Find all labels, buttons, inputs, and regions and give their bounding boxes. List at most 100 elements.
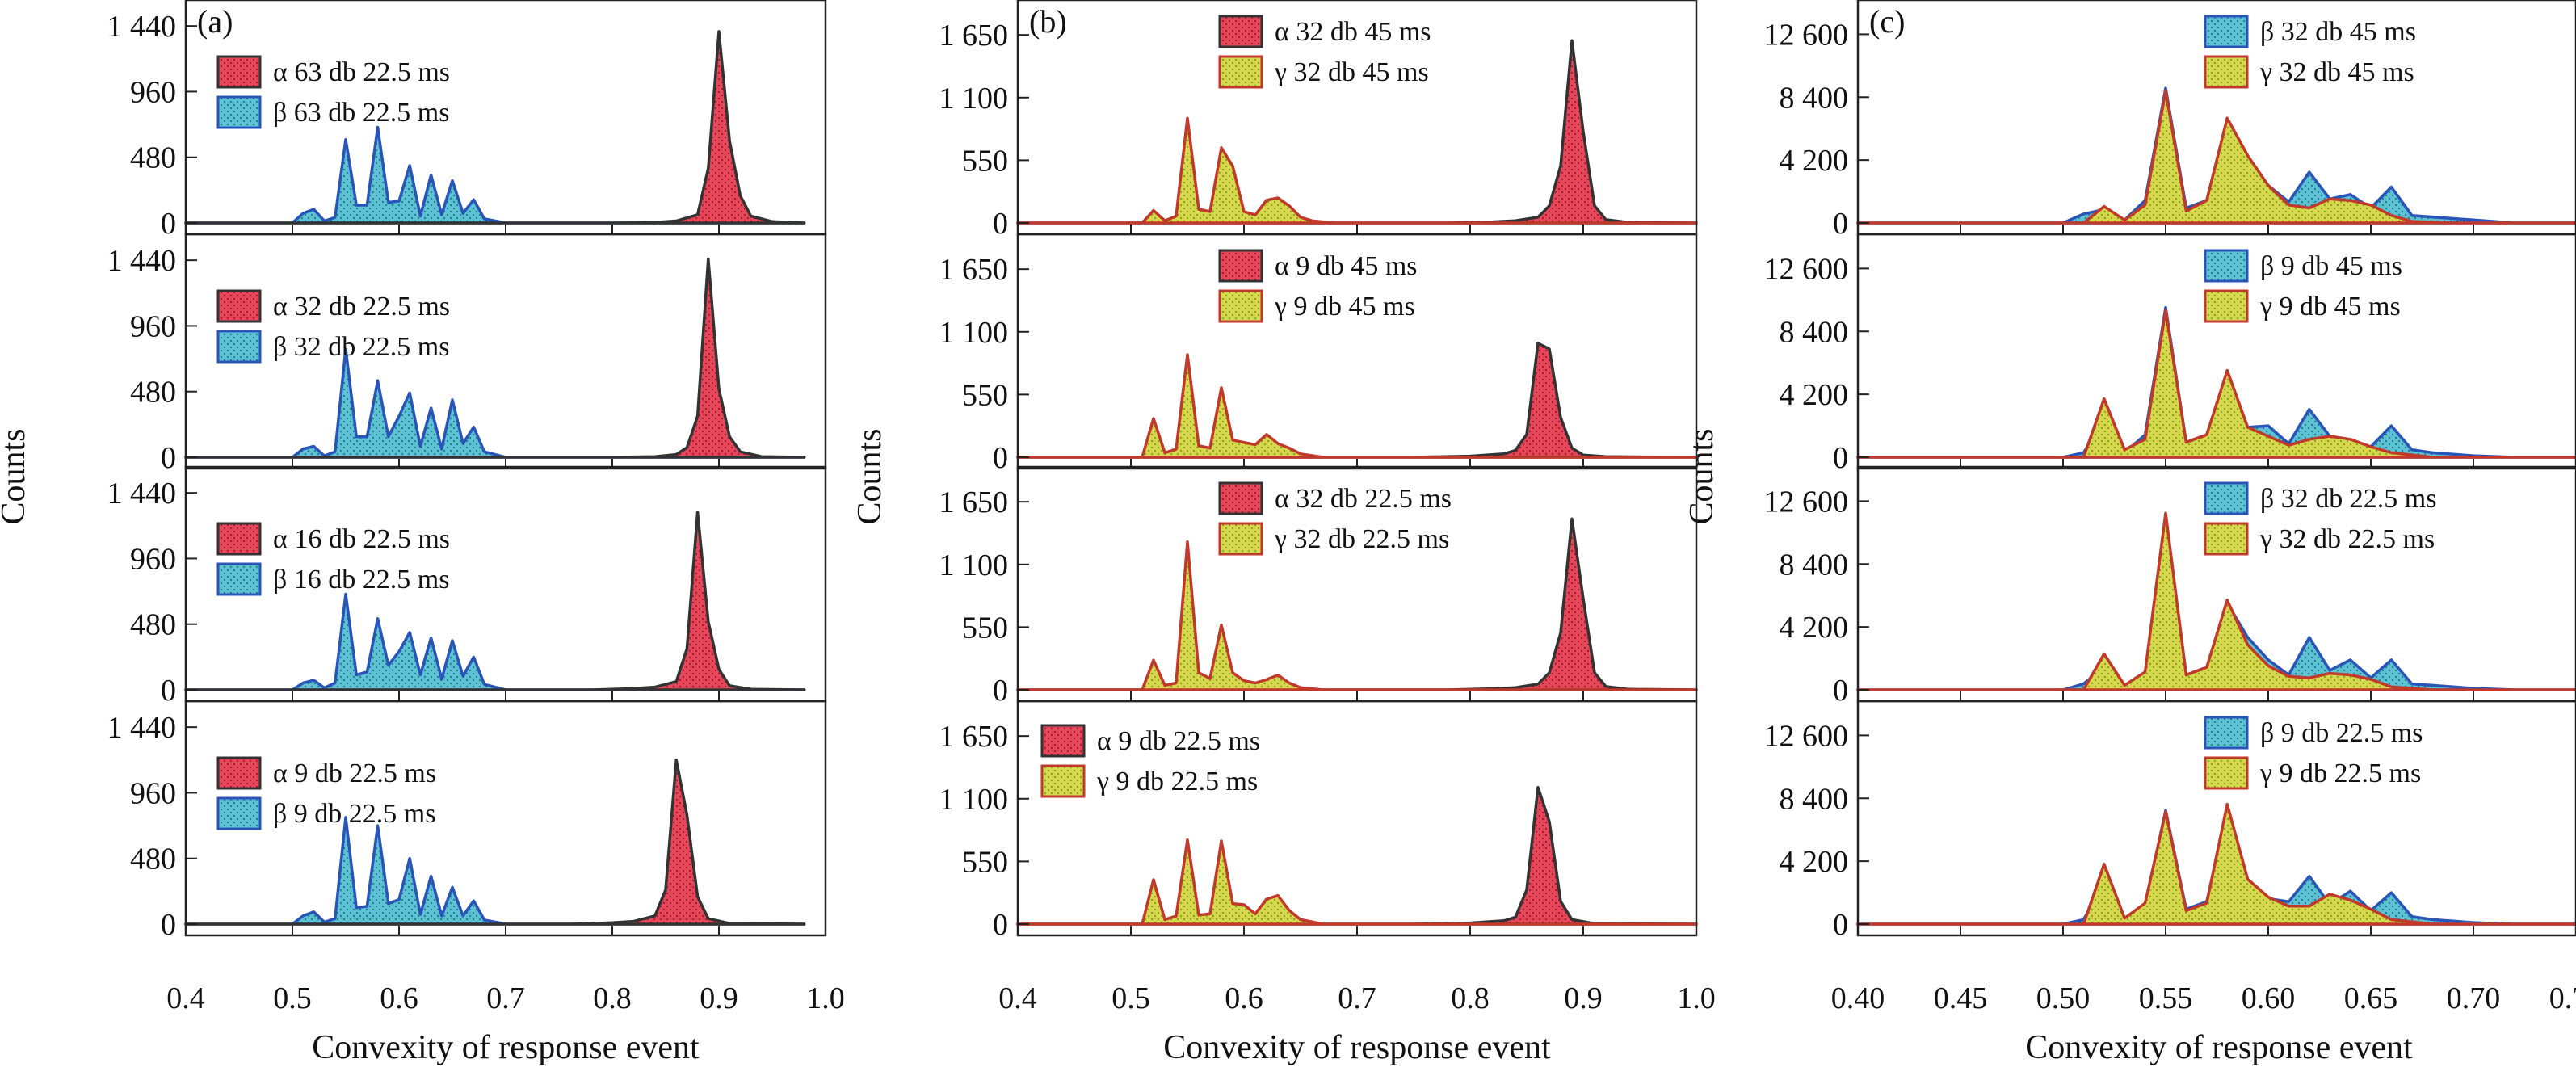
legend-swatch-beta bbox=[2204, 15, 2249, 48]
x-tick-label: 0.60 bbox=[2242, 981, 2296, 1015]
y-tick-label: 12 600 bbox=[1764, 485, 1849, 519]
subplot-b-4: 0 550 1 100 1 650 α 9 db 22.5 ms γ 9 db 22.5 … bbox=[939, 700, 1698, 942]
legend-swatch-gamma bbox=[1040, 764, 1086, 798]
legend-label: α 32 db 45 ms bbox=[1275, 17, 1431, 47]
legend-swatch-alpha bbox=[216, 756, 262, 790]
legend-label: β 9 db 22.5 ms bbox=[2260, 718, 2423, 748]
x-tick-label: 0.9 bbox=[1564, 981, 1603, 1015]
subplot-b-2: 0 550 1 100 1 650 α 9 db 45 ms γ 9 db 45 ms bbox=[939, 233, 1698, 475]
y-axis-label-a: Counts bbox=[0, 428, 32, 524]
legend-label: γ 9 db 22.5 ms bbox=[2259, 759, 2421, 788]
y-tick-label: 480 bbox=[130, 843, 176, 876]
legend-swatch-beta bbox=[216, 330, 262, 364]
y-tick-label: 0 bbox=[993, 674, 1008, 708]
y-tick-label: 1 100 bbox=[939, 316, 1009, 350]
x-tick-label: 0.6 bbox=[1225, 981, 1263, 1015]
y-tick-label: 0 bbox=[161, 441, 176, 475]
y-tick-label: 0 bbox=[161, 207, 176, 241]
y-tick-label: 1 650 bbox=[939, 485, 1009, 519]
legend-label: α 9 db 22.5 ms bbox=[1097, 726, 1260, 756]
y-tick-label: 8 400 bbox=[1780, 548, 1849, 582]
legend-swatch-beta bbox=[216, 562, 262, 596]
legend-swatch-alpha bbox=[1218, 249, 1263, 283]
subplot-c-3: 0 4 200 8 400 12 600 β 32 db 22.5 ms γ 32 db … bbox=[1764, 465, 2576, 708]
legend-swatch-beta bbox=[216, 796, 262, 830]
legend-swatch-alpha bbox=[216, 289, 262, 323]
y-axis-label-b: Counts bbox=[851, 428, 889, 524]
legend-label: α 16 db 22.5 ms bbox=[273, 524, 450, 554]
series-area-gamma bbox=[1856, 90, 2576, 225]
series-area-beta bbox=[184, 816, 806, 926]
legend-label: β 9 db 45 ms bbox=[2260, 251, 2402, 281]
y-tick-label: 1 100 bbox=[939, 783, 1009, 817]
panel-tag: (c) bbox=[1869, 3, 1905, 40]
panel-c: 0 4 200 8 400 12 600 (c) β 32 db 45 ms γ 32 db… bbox=[1764, 0, 2576, 1015]
legend-label: γ 9 db 45 ms bbox=[1274, 292, 1415, 321]
series-area-alpha bbox=[184, 257, 806, 459]
y-tick-label: 960 bbox=[130, 542, 176, 576]
y-tick-label: 480 bbox=[130, 608, 176, 642]
legend-label: α 32 db 22.5 ms bbox=[1275, 484, 1452, 514]
legend-label: γ 9 db 22.5 ms bbox=[1096, 767, 1258, 796]
x-tick-label: 0.5 bbox=[1112, 981, 1150, 1015]
legend-swatch-beta bbox=[216, 95, 262, 129]
y-tick-label: 0 bbox=[161, 674, 176, 708]
x-tick-label: 0.6 bbox=[380, 981, 418, 1015]
legend-label: β 16 db 22.5 ms bbox=[273, 565, 449, 595]
series-area-alpha bbox=[184, 30, 806, 225]
y-tick-label: 550 bbox=[962, 144, 1008, 178]
y-tick-label: 550 bbox=[962, 845, 1008, 879]
legend-label: γ 32 db 45 ms bbox=[1274, 57, 1429, 87]
series-area-alpha bbox=[1016, 342, 1698, 459]
legend-label: γ 9 db 45 ms bbox=[2259, 292, 2401, 321]
y-tick-label: 960 bbox=[130, 75, 176, 109]
subplot-a-2: 0 480 960 1 440 α 32 db 22.5 ms β 32 db 22.5 … bbox=[107, 233, 827, 475]
y-tick-label: 1 440 bbox=[107, 477, 177, 511]
y-tick-label: 12 600 bbox=[1764, 719, 1849, 753]
x-tick-label: 0.55 bbox=[2139, 981, 2193, 1015]
y-tick-label: 0 bbox=[1833, 908, 1848, 942]
legend-swatch-gamma bbox=[2204, 289, 2249, 323]
legend-label: γ 32 db 22.5 ms bbox=[2259, 524, 2435, 554]
y-tick-label: 550 bbox=[962, 611, 1008, 645]
subplot-b-1: 0 550 1 100 1 650 (b) α 32 db 45 ms γ 32 db 45… bbox=[939, 0, 1698, 241]
y-tick-label: 1 440 bbox=[107, 711, 177, 745]
x-tick-label: 0.8 bbox=[593, 981, 632, 1015]
legend-label: β 32 db 45 ms bbox=[2260, 17, 2416, 47]
x-tick-label: 0.7 bbox=[1338, 981, 1376, 1015]
y-axis-label-c: Counts bbox=[1683, 428, 1721, 524]
x-tick-label: 1.0 bbox=[1677, 981, 1716, 1015]
x-tick-label: 0.4 bbox=[166, 981, 205, 1015]
panel-tag: (a) bbox=[197, 3, 233, 40]
legend-swatch-alpha bbox=[1040, 724, 1086, 758]
y-tick-label: 12 600 bbox=[1764, 252, 1849, 286]
y-tick-label: 0 bbox=[993, 207, 1008, 241]
legend-swatch-gamma bbox=[2204, 756, 2249, 790]
y-tick-label: 4 200 bbox=[1780, 378, 1849, 412]
y-tick-label: 1 100 bbox=[939, 82, 1009, 116]
legend-swatch-gamma bbox=[1218, 55, 1263, 89]
legend-swatch-beta bbox=[2204, 481, 2249, 515]
panel-tag: (b) bbox=[1029, 3, 1067, 40]
y-tick-label: 4 200 bbox=[1780, 144, 1849, 178]
panels: 0 480 960 1 440 (a) α 63 db 22.5 ms β 63 db 22… bbox=[107, 0, 2576, 1015]
y-tick-label: 1 440 bbox=[107, 244, 177, 278]
y-tick-label: 4 200 bbox=[1780, 611, 1849, 645]
x-tick-label: 0.8 bbox=[1451, 981, 1490, 1015]
series-area-alpha bbox=[184, 759, 806, 926]
x-tick-label: 0.70 bbox=[2447, 981, 2501, 1015]
legend-label: γ 32 db 22.5 ms bbox=[1274, 524, 1449, 554]
x-axis-label-c: Convexity of response event bbox=[2025, 1029, 2413, 1066]
legend-swatch-gamma bbox=[1218, 522, 1263, 556]
y-tick-label: 0 bbox=[1833, 441, 1848, 475]
y-tick-label: 0 bbox=[993, 908, 1008, 942]
x-tick-label: 1.0 bbox=[806, 981, 845, 1015]
legend-swatch-gamma bbox=[2204, 522, 2249, 556]
y-tick-label: 0 bbox=[161, 908, 176, 942]
series-area-alpha bbox=[184, 511, 806, 691]
y-tick-label: 1 650 bbox=[939, 720, 1009, 754]
legend-label: β 63 db 22.5 ms bbox=[273, 98, 449, 128]
y-tick-label: 1 650 bbox=[939, 19, 1009, 53]
legend-swatch-beta bbox=[2204, 249, 2249, 283]
